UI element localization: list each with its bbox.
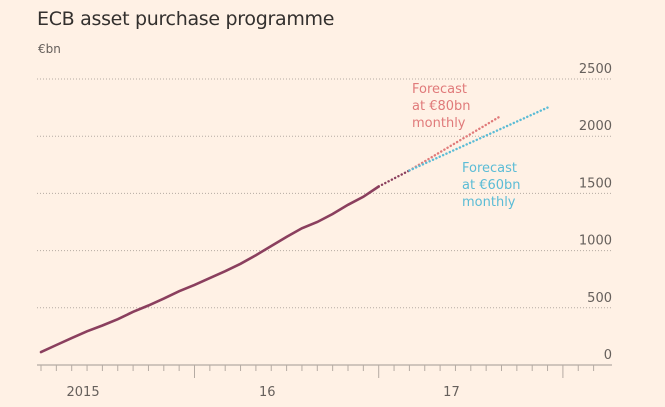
annotation-label: at €80bn — [412, 99, 471, 114]
x-tick-label: 2015 — [67, 385, 100, 400]
y-axis-unit: €bn — [38, 42, 61, 56]
annotation-label: monthly — [412, 116, 466, 131]
series-line — [408, 114, 503, 172]
annotation-label: monthly — [462, 195, 516, 210]
x-tick-label: 16 — [259, 385, 276, 400]
series-line — [39, 185, 380, 354]
series-line — [377, 169, 411, 188]
annotation-label: Forecast — [462, 161, 517, 176]
y-tick-label: 500 — [587, 291, 612, 306]
series-line — [408, 106, 549, 172]
chart-title: ECB asset purchase programme — [37, 8, 335, 30]
annotation-label: at €60bn — [462, 178, 521, 193]
y-tick-label: 1500 — [579, 176, 612, 191]
y-tick-label: 1000 — [579, 234, 612, 249]
annotation-label: Forecast — [412, 82, 467, 97]
y-tick-label: 0 — [604, 348, 612, 363]
x-tick-label: 17 — [443, 385, 460, 400]
y-tick-label: 2500 — [579, 62, 612, 77]
y-tick-label: 2000 — [579, 119, 612, 134]
